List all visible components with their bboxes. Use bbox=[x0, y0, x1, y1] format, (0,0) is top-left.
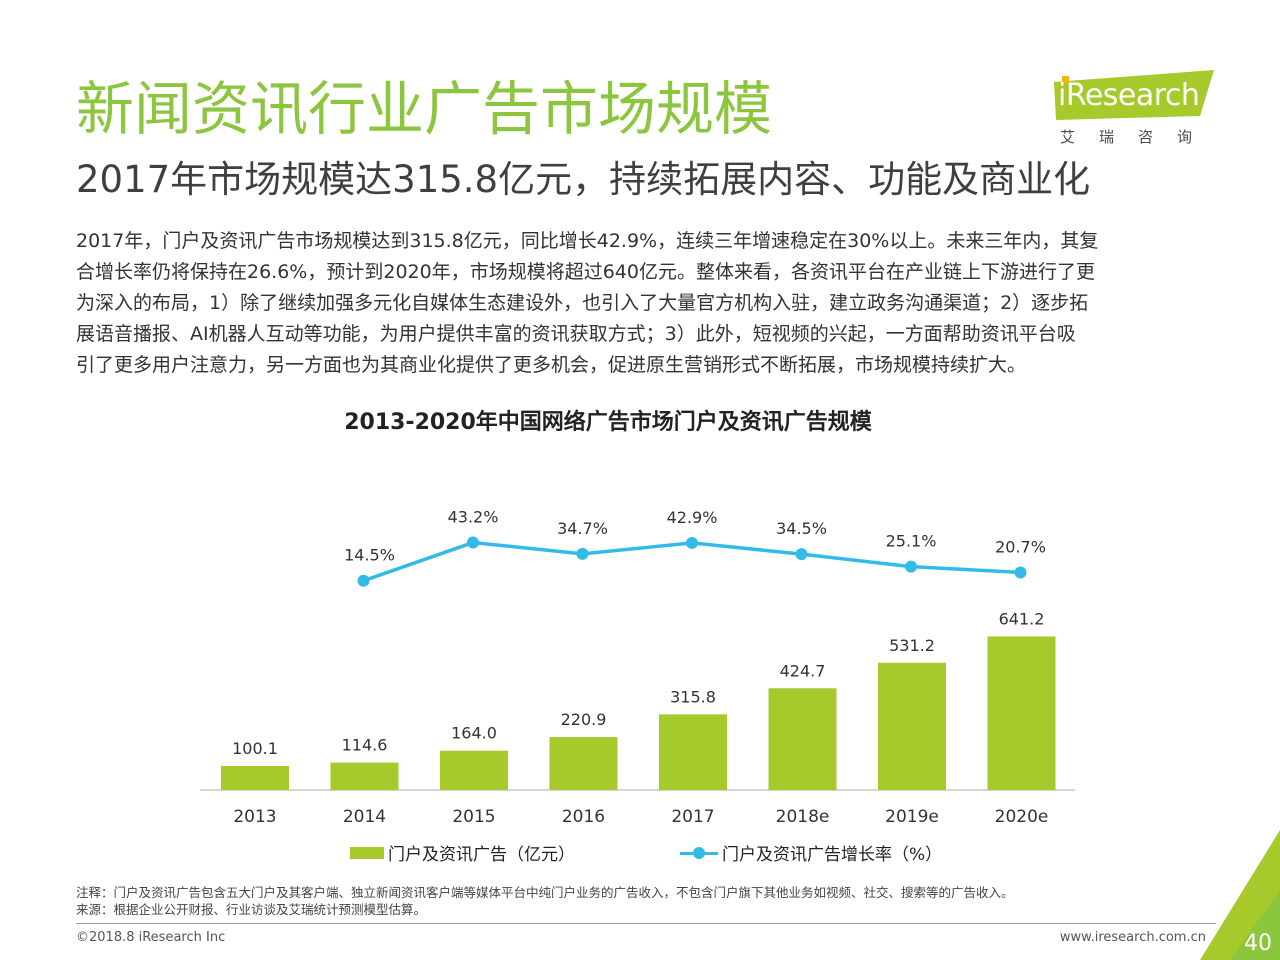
growth-point-2014 bbox=[357, 574, 370, 587]
bar-2019e bbox=[878, 662, 946, 790]
page-corner: 40 bbox=[1200, 830, 1280, 960]
bar-2017 bbox=[659, 714, 727, 790]
bar-value-label-2019e: 531.2 bbox=[889, 636, 935, 655]
growth-point-2017 bbox=[686, 536, 698, 549]
bar-value-label-2020e: 641.2 bbox=[999, 609, 1045, 628]
page-title: 新闻资讯行业广告市场规模 bbox=[76, 75, 773, 143]
bar-value-label-2016: 220.9 bbox=[561, 710, 607, 729]
intro-paragraph: 2017年，门户及资讯广告市场规模达到315.8亿元，同比增长42.9%，连续三… bbox=[76, 226, 1216, 381]
website-link[interactable]: www.iresearch.com.cn bbox=[1059, 930, 1206, 945]
intro-line: 为深入的布局，1）除了继续加强多元化自媒体生态建设外，也引入了大量官方机构入驻，… bbox=[76, 292, 1089, 314]
x-tick-label-2013: 2013 bbox=[233, 807, 276, 827]
bar-value-label-2017: 315.8 bbox=[670, 687, 716, 706]
legend-item-bar: 门户及资讯广告（亿元） bbox=[350, 840, 575, 865]
bar-2014 bbox=[330, 762, 399, 790]
bar-value-label-2015: 164.0 bbox=[451, 724, 497, 743]
bar-value-label-2013: 100.1 bbox=[232, 739, 278, 758]
logo-chinese-name: 艾瑞咨询 bbox=[1060, 128, 1217, 146]
x-tick-label-2014: 2014 bbox=[343, 807, 386, 827]
intro-line: 2017年，门户及资讯广告市场规模达到315.8亿元，同比增长42.9%，连续三… bbox=[76, 230, 1099, 252]
growth-point-2018e bbox=[795, 548, 808, 561]
legend-item-line: 门户及资讯广告增长率（%） bbox=[680, 840, 942, 865]
growth-point-2020e bbox=[1014, 566, 1027, 579]
bar-value-label-2014: 114.6 bbox=[342, 736, 388, 755]
growth-point-2015 bbox=[467, 536, 479, 549]
legend-bar-swatch bbox=[350, 846, 384, 859]
footnote: 注释：门户及资讯广告包含五大门户及其客户端、独立新闻资讯客户端等媒体平台中纯门户… bbox=[76, 884, 1014, 918]
bar-value-label-2018e: 424.7 bbox=[780, 661, 826, 680]
growth-label-2019e: 25.1% bbox=[886, 532, 937, 551]
bar-2020e bbox=[987, 636, 1056, 790]
x-tick-label-2016: 2016 bbox=[562, 807, 605, 827]
chart-area: 100.1 2013 114.6 2014 164.0 2015 220.9 2016 315.… bbox=[200, 508, 1075, 827]
legend-line-swatch bbox=[680, 846, 718, 859]
growth-point-2019e bbox=[905, 560, 917, 573]
chart-legend: 门户及资讯广告（亿元） 门户及资讯广告增长率（%） bbox=[0, 840, 1280, 868]
intro-line: 合增长率仍将保持在26.6%，预计到2020年，市场规模将超过640亿元。整体来… bbox=[76, 261, 1095, 283]
page-subtitle: 2017年市场规模达315.8亿元，持续拓展内容、功能及商业化 bbox=[76, 158, 1091, 201]
growth-label-2017: 42.9% bbox=[667, 508, 718, 527]
corner-triangle-icon bbox=[1200, 830, 1280, 960]
footnote-source: 来源：根据企业公开财报、行业访谈及艾瑞统计预测模型估算。 bbox=[76, 902, 427, 917]
growth-label-2018e: 34.5% bbox=[776, 519, 827, 538]
intro-line: 展语音播报、AI机器人互动等功能，为用户提供丰富的资讯获取方式；3）此外，短视频… bbox=[76, 323, 1076, 345]
bar-2018e bbox=[768, 688, 837, 790]
footer-divider bbox=[76, 923, 1216, 924]
x-tick-label-2020e: 2020e bbox=[995, 807, 1049, 827]
x-tick-label-2019e: 2019e bbox=[885, 807, 939, 827]
legend-line-label: 门户及资讯广告增长率（%） bbox=[722, 845, 943, 865]
x-tick-label-2017: 2017 bbox=[671, 807, 714, 827]
legend-bar-label: 门户及资讯广告（亿元） bbox=[388, 845, 575, 865]
bar-2013 bbox=[221, 766, 289, 790]
growth-point-2016 bbox=[576, 547, 589, 560]
page-number: 40 bbox=[1244, 931, 1272, 956]
growth-label-2014: 14.5% bbox=[344, 546, 395, 565]
logo-wordmark: iResearch bbox=[1058, 78, 1200, 113]
growth-label-2015: 43.2% bbox=[448, 508, 499, 527]
x-tick-label-2018e: 2018e bbox=[776, 807, 830, 827]
copyright: ©2018.8 iResearch Inc bbox=[76, 930, 226, 945]
growth-label-2020e: 20.7% bbox=[995, 537, 1046, 556]
x-tick-label-2015: 2015 bbox=[452, 807, 495, 827]
iresearch-logo: iResearch 艾瑞咨询 bbox=[1054, 70, 1216, 150]
bar-2015 bbox=[440, 750, 508, 790]
growth-label-2016: 34.7% bbox=[557, 519, 608, 538]
footnote-note: 注释：门户及资讯广告包含五大门户及其客户端、独立新闻资讯客户端等媒体平台中纯门户… bbox=[76, 885, 1014, 900]
intro-line: 引了更多用户注意力，另一方面也为其商业化提供了更多机会，促进原生营销形式不断拓展… bbox=[76, 354, 1027, 376]
logo-badge-icon bbox=[1054, 70, 1214, 120]
chart-title: 2013-2020年中国网络广告市场门户及资讯广告规模 bbox=[344, 410, 872, 435]
bar-2016 bbox=[549, 737, 618, 790]
